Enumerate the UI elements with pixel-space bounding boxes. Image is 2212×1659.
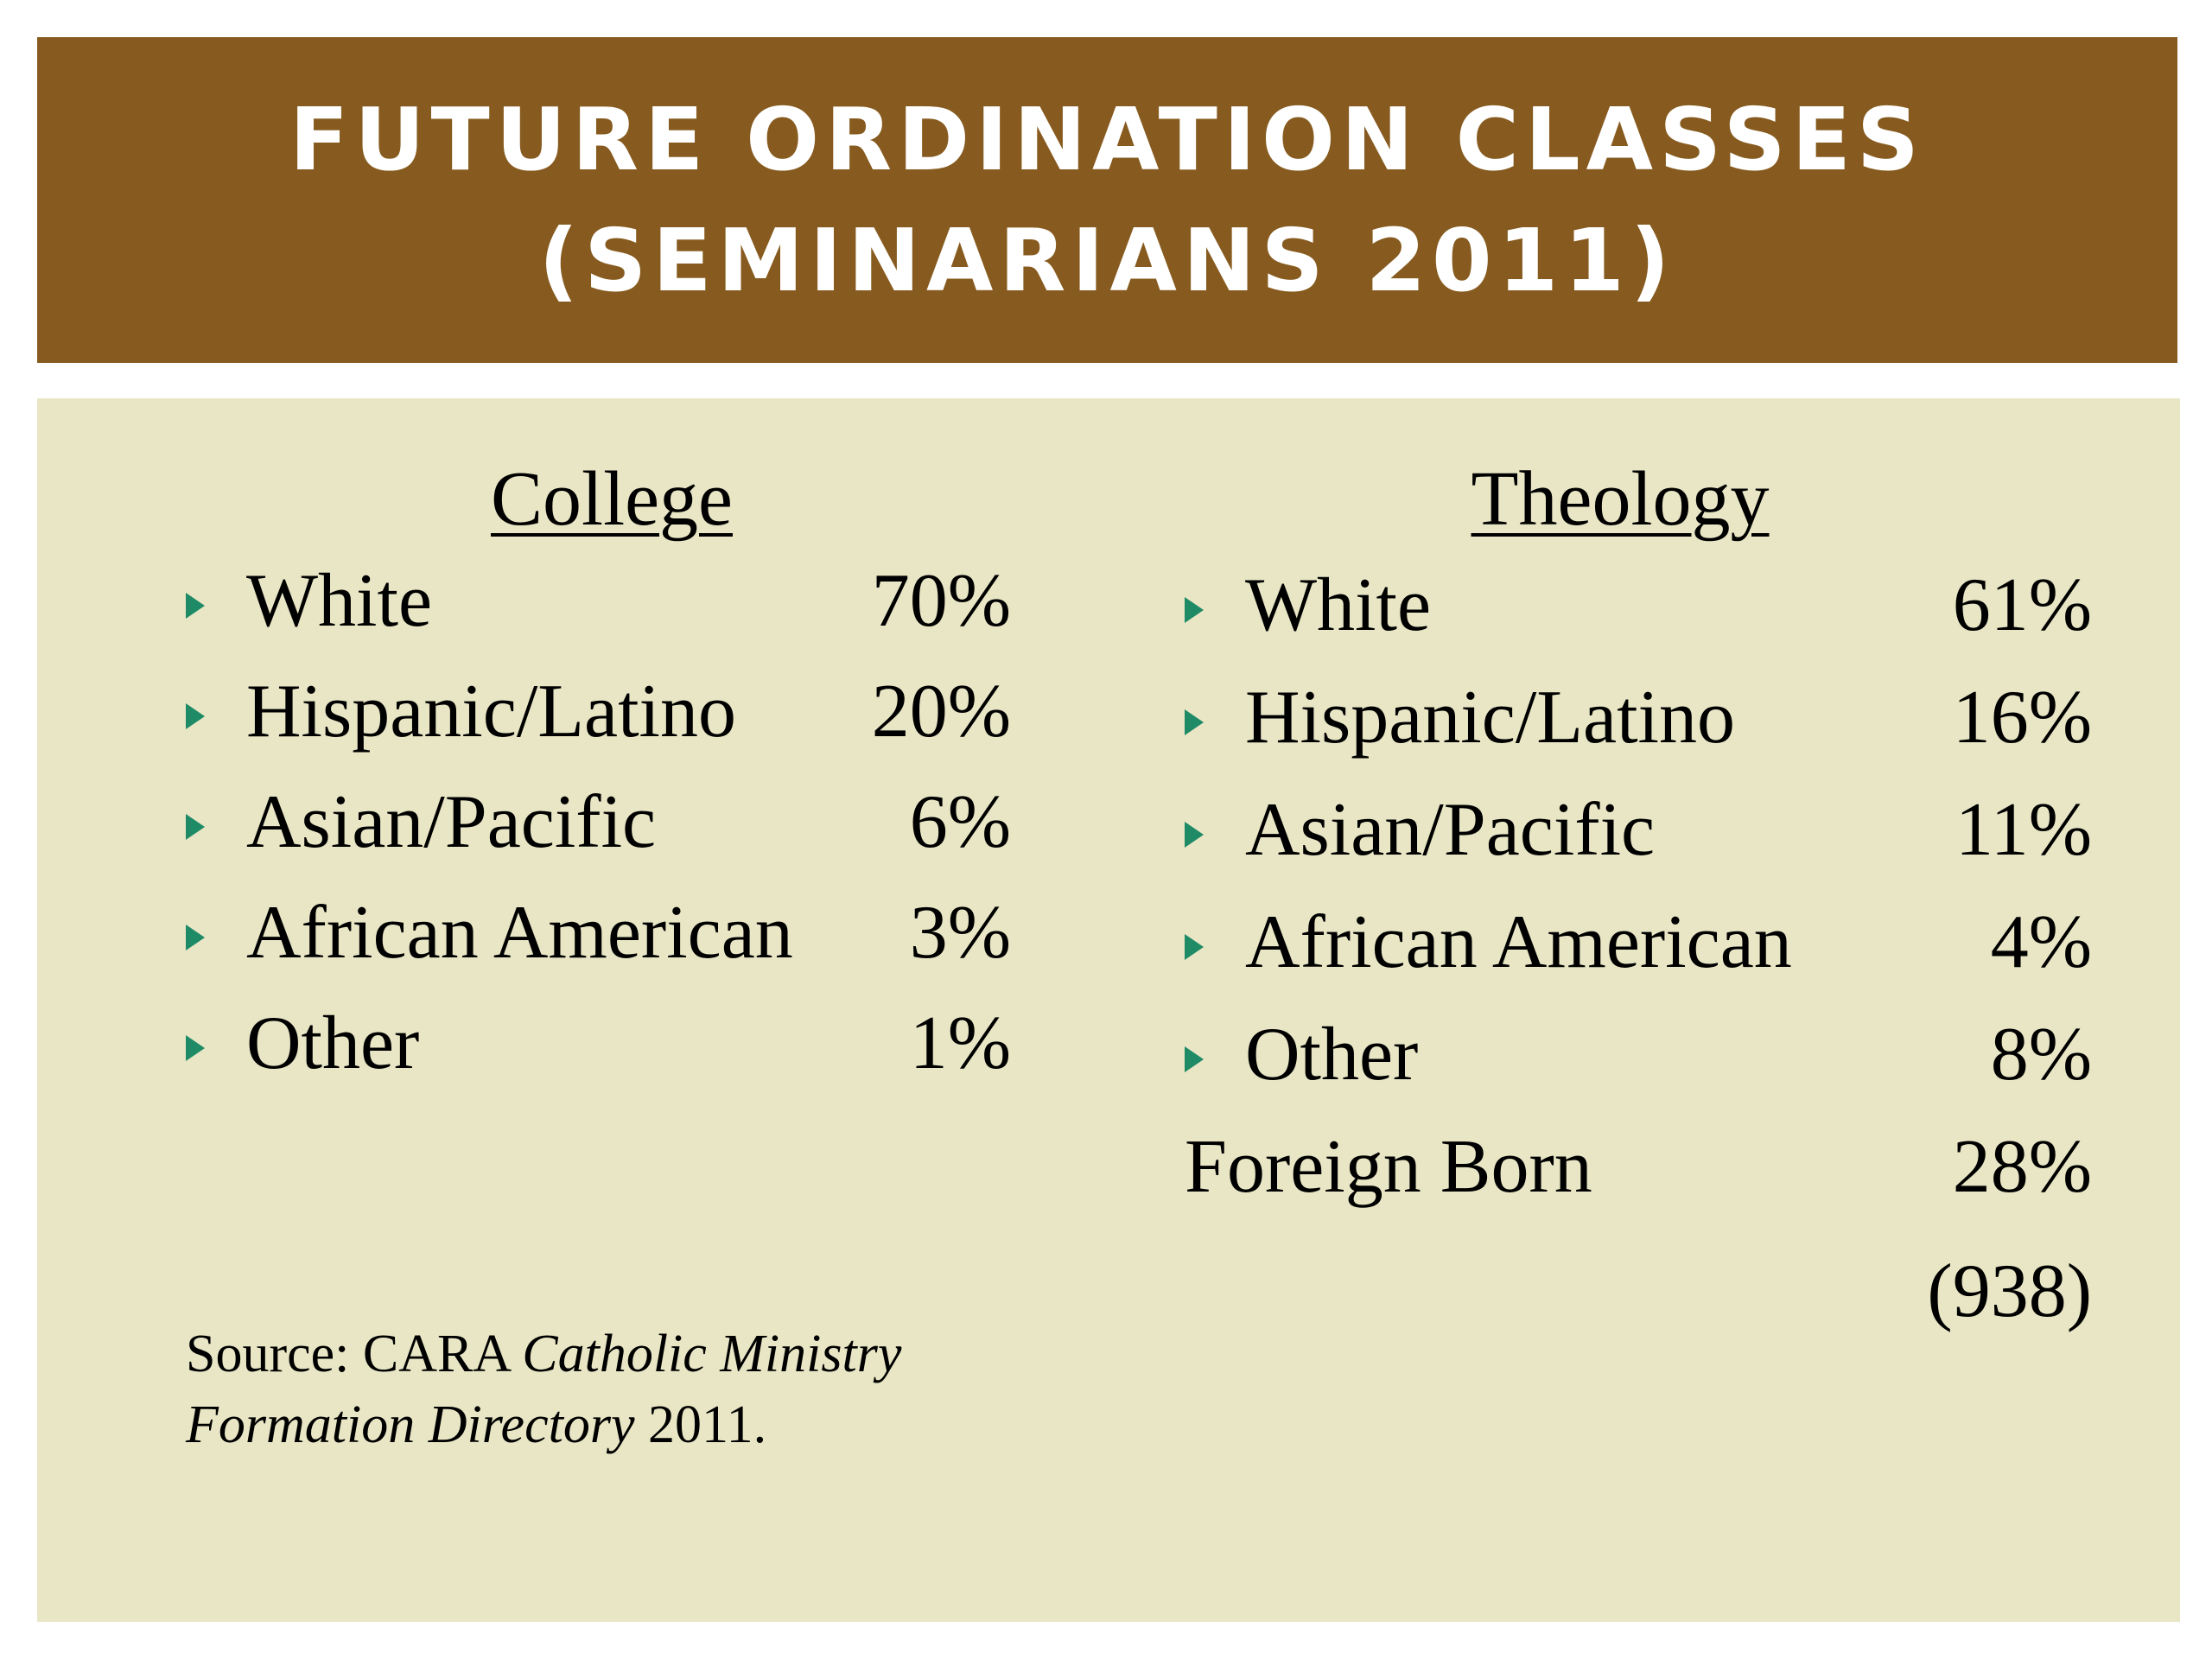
bullet-arrow-icon bbox=[186, 593, 205, 619]
source-italic-2: Formation Directory bbox=[186, 1395, 635, 1454]
theology-total: (938) bbox=[1927, 1249, 2092, 1333]
title-bar: FUTURE ORDINATION CLASSES (SEMINARIANS 2… bbox=[37, 37, 2177, 363]
college-value-asian: 6% bbox=[909, 779, 1011, 864]
theology-label-white: White bbox=[1245, 563, 1432, 647]
bullet-arrow-icon bbox=[186, 703, 205, 729]
list-item: Hispanic/Latino 16% bbox=[1185, 662, 2092, 772]
college-heading: College bbox=[491, 456, 733, 542]
theology-value-hispanic: 16% bbox=[1952, 675, 2092, 760]
list-item: African American 3% bbox=[186, 877, 1011, 988]
source-prefix: Source: CARA bbox=[186, 1325, 523, 1383]
list-item: White 61% bbox=[1185, 550, 2092, 660]
list-item: Other 1% bbox=[186, 988, 1011, 1098]
college-value-african-american: 3% bbox=[909, 890, 1011, 975]
bullet-arrow-icon bbox=[1185, 597, 1204, 623]
list-item: African American 4% bbox=[1185, 887, 2092, 997]
theology-value-other: 8% bbox=[1990, 1012, 2092, 1096]
foreign-born-value: 28% bbox=[1952, 1124, 2092, 1209]
bullet-arrow-icon bbox=[186, 925, 205, 950]
theology-heading: Theology bbox=[1471, 456, 1770, 542]
theology-label-hispanic: Hispanic/Latino bbox=[1245, 675, 1735, 760]
college-label-white: White bbox=[246, 558, 433, 643]
bullet-arrow-icon bbox=[1185, 934, 1204, 960]
theology-label-other: Other bbox=[1245, 1012, 1419, 1096]
list-item: Asian/Pacific 6% bbox=[186, 766, 1011, 877]
college-label-african-american: African American bbox=[246, 890, 793, 975]
theology-label-african-american: African American bbox=[1245, 899, 1792, 984]
theology-value-asian: 11% bbox=[1955, 787, 2092, 872]
source-italic-1: Catholic Ministry bbox=[522, 1325, 902, 1383]
college-label-asian: Asian/Pacific bbox=[246, 779, 657, 864]
college-value-white: 70% bbox=[871, 558, 1011, 643]
bullet-arrow-icon bbox=[1185, 822, 1204, 848]
theology-value-white: 61% bbox=[1952, 563, 2092, 647]
theology-label-asian: Asian/Pacific bbox=[1245, 787, 1656, 872]
list-item: White 70% bbox=[186, 545, 1011, 656]
bullet-arrow-icon bbox=[1185, 709, 1204, 735]
source-note: Source: CARA Catholic Ministry Formation… bbox=[186, 1319, 901, 1460]
list-item: Hispanic/Latino 20% bbox=[186, 656, 1011, 766]
bullet-arrow-icon bbox=[186, 1035, 205, 1061]
foreign-born-label: Foreign Born bbox=[1185, 1124, 1592, 1209]
college-label-hispanic: Hispanic/Latino bbox=[246, 669, 736, 753]
content-panel: College White 70% Hispanic/Latino 20% As… bbox=[37, 398, 2180, 1622]
list-item: Other 8% bbox=[1185, 999, 2092, 1109]
source-suffix: 2011. bbox=[634, 1395, 767, 1454]
theology-value-african-american: 4% bbox=[1990, 899, 2092, 984]
title-line-1: FUTURE ORDINATION CLASSES bbox=[289, 88, 1925, 190]
title-line-2: (SEMINARIANS 2011) bbox=[538, 209, 1676, 311]
foreign-born-row: Foreign Born 28% bbox=[1185, 1111, 2092, 1222]
college-label-other: Other bbox=[246, 1001, 420, 1085]
college-value-other: 1% bbox=[909, 1001, 1011, 1085]
bullet-arrow-icon bbox=[1185, 1046, 1204, 1072]
list-item: Asian/Pacific 11% bbox=[1185, 774, 2092, 885]
college-value-hispanic: 20% bbox=[871, 669, 1011, 753]
bullet-arrow-icon bbox=[186, 814, 205, 840]
